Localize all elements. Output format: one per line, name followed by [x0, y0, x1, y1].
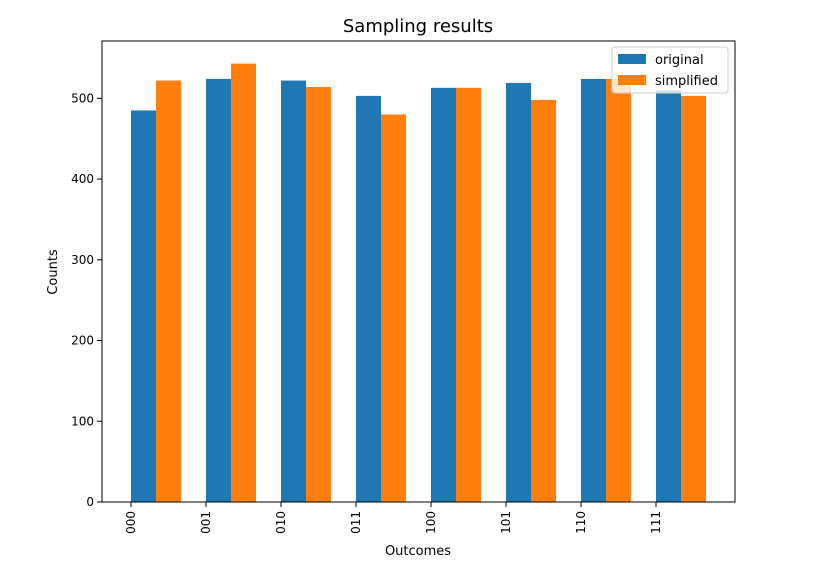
bar-original-110 — [581, 78, 606, 502]
bar-original-011 — [356, 95, 381, 502]
bar-simplified-001 — [231, 63, 256, 502]
x-axis-label: Outcomes — [385, 544, 451, 559]
x-tick-label: 001 — [199, 511, 213, 534]
bar-original-101 — [506, 82, 531, 503]
x-tick-label: 011 — [349, 511, 363, 534]
legend: original simplified — [611, 46, 729, 94]
legend-swatch-simplified — [618, 75, 646, 85]
plot-area-frame — [101, 40, 736, 503]
bar-simplified-110 — [606, 78, 631, 502]
x-tick-label: 100 — [424, 511, 438, 534]
y-tick-label: 200 — [71, 334, 94, 348]
y-tick-label: 500 — [71, 91, 94, 105]
x-tick-label: 000 — [124, 511, 138, 534]
bar-simplified-011 — [381, 114, 406, 502]
y-axis: 0 100 200 300 400 500 — [71, 91, 102, 509]
y-tick-label: 100 — [71, 414, 94, 428]
bar-original-001 — [206, 78, 231, 502]
bar-original-010 — [281, 80, 306, 502]
legend-label-simplified: simplified — [655, 74, 718, 89]
bar-original-111 — [656, 90, 681, 502]
y-axis-label: Counts — [46, 249, 61, 295]
x-tick-label: 110 — [574, 511, 588, 534]
bar-simplified-000 — [156, 80, 181, 502]
y-tick-label: 400 — [71, 172, 94, 186]
bar-original-100 — [431, 87, 456, 502]
chart-title: Sampling results — [343, 16, 493, 37]
bar-simplified-111 — [681, 95, 706, 502]
bar-simplified-100 — [456, 87, 481, 502]
bar-original-000 — [131, 110, 156, 503]
legend-label-original: original — [655, 53, 704, 68]
y-tick-label: 300 — [71, 253, 94, 267]
x-tick-label: 101 — [499, 511, 513, 534]
bar-simplified-010 — [306, 87, 331, 503]
y-tick-label: 0 — [86, 495, 94, 509]
x-axis: 000 001 010 011 100 101 110 111 — [124, 502, 663, 534]
x-tick-label: 010 — [274, 511, 288, 534]
legend-swatch-original — [618, 54, 646, 64]
x-tick-label: 111 — [649, 511, 663, 534]
bar-simplified-101 — [531, 99, 556, 502]
bars-group — [131, 63, 706, 503]
